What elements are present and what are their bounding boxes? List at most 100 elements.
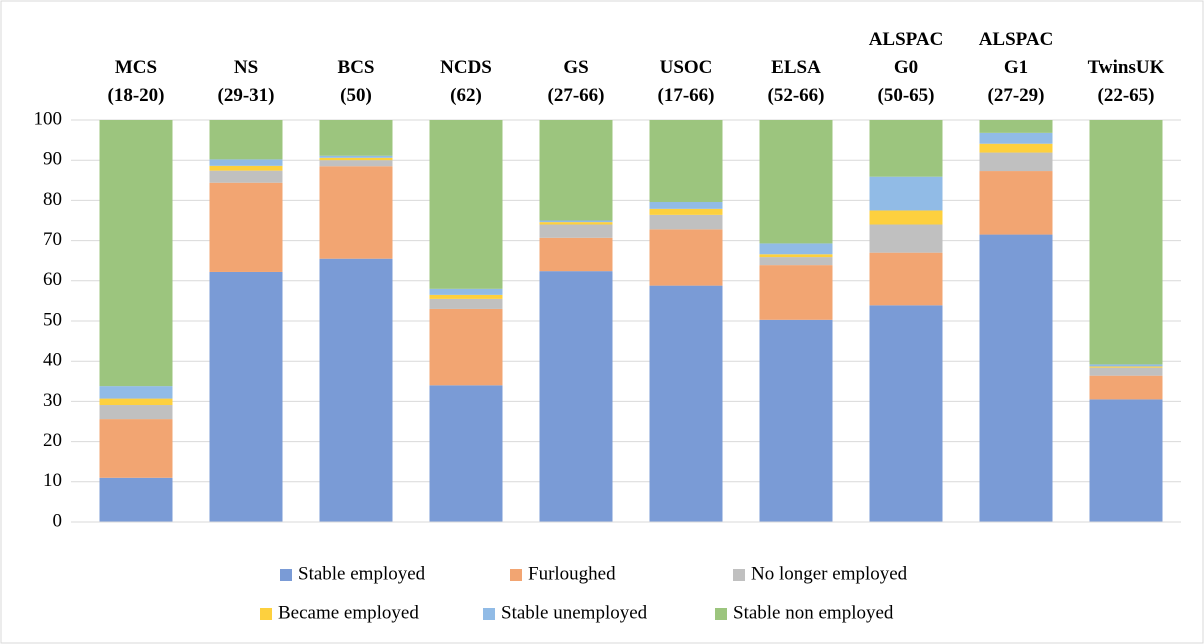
y-tick-label: 10 (43, 470, 62, 491)
bar-segment (1089, 375, 1163, 400)
bar-segment (539, 222, 613, 225)
bar-segment (539, 220, 613, 223)
bar-segment (539, 224, 613, 238)
x-tick-label-line: (52-66) (768, 85, 825, 106)
legend-label: Stable unemployed (501, 602, 648, 623)
legend-swatch (733, 569, 745, 581)
x-tick-label-line: ALSPAC (869, 29, 944, 50)
bar-segment (429, 385, 503, 522)
x-tick-label-line: (22-65) (1098, 85, 1155, 106)
bar-segment (99, 405, 173, 420)
bar-segment (429, 294, 503, 299)
legend-swatch (483, 608, 495, 620)
x-tick-label-line: (27-66) (548, 85, 605, 106)
x-tick-label-line: GS (563, 57, 588, 78)
bar-segment (649, 229, 723, 286)
x-tick-label: ELSA (52-66) (768, 57, 825, 106)
x-tick-label-line: NCDS (440, 57, 492, 78)
x-tick-label: NS (29-31) (218, 57, 275, 106)
x-tick-label: TwinsUK (22-65) (1088, 57, 1165, 106)
x-tick-label-line: TwinsUK (1088, 57, 1165, 78)
legend-swatch (260, 608, 272, 620)
x-tick-label-line: (50-65) (878, 85, 935, 106)
y-tick-label: 80 (43, 189, 62, 210)
bar-segment (539, 120, 613, 221)
x-tick-label-line: (29-31) (218, 85, 275, 106)
x-tick-label-line: MCS (115, 57, 157, 78)
x-tick-label-line: USOC (660, 57, 713, 78)
bar-segment (1089, 399, 1163, 522)
y-tick-label: 100 (34, 108, 63, 129)
bar-segment (429, 120, 503, 289)
bar-segment (319, 157, 393, 161)
bar-segment (649, 208, 723, 215)
bar-segment (539, 237, 613, 272)
bar-segment (319, 258, 393, 522)
bar-segment (979, 171, 1053, 235)
y-tick-label: 0 (53, 510, 63, 531)
bar-segment (209, 120, 283, 160)
legend-label: Became employed (278, 602, 419, 623)
bar-segment (869, 305, 943, 522)
bar-segment (99, 398, 173, 406)
y-tick-label: 60 (43, 269, 62, 290)
y-tick-label: 70 (43, 229, 62, 250)
x-tick-label-line: (50) (340, 85, 372, 106)
bar-segment (649, 202, 723, 209)
x-tick-label: GS (27-66) (548, 57, 605, 106)
bar-segment (759, 319, 833, 522)
y-tick-label: 90 (43, 149, 62, 170)
bar-segment (869, 120, 943, 177)
bar-segment (319, 155, 393, 158)
x-tick-label: ALSPAC G1 (27-29) (979, 29, 1054, 106)
x-tick-label-line: (62) (450, 85, 482, 106)
y-tick-label: 50 (43, 309, 62, 330)
bar-segment (1089, 364, 1163, 367)
legend-label: Furloughed (528, 563, 616, 584)
bar-segment (979, 152, 1053, 172)
bar-segment (759, 120, 833, 244)
y-tick-label: 20 (43, 430, 62, 451)
bar-segment (209, 165, 283, 171)
x-tick-label-line: (17-66) (658, 85, 715, 106)
bar-segment (319, 120, 393, 156)
bar-segment (759, 243, 833, 255)
bar-segment (429, 288, 503, 295)
bar-segment (1089, 367, 1163, 376)
bar-segment (869, 210, 943, 225)
legend-label: Stable employed (298, 563, 426, 584)
y-tick-label: 30 (43, 390, 62, 411)
bar-segment (979, 234, 1053, 522)
bar-segment (759, 257, 833, 266)
bar-segment (649, 214, 723, 230)
bar-segment (429, 298, 503, 309)
x-tick-label-line: ELSA (771, 57, 821, 78)
bar-segment (99, 477, 173, 522)
x-tick-label-line: BCS (338, 57, 375, 78)
x-tick-label-line: NS (234, 57, 258, 78)
bar-segment (869, 224, 943, 253)
bar-segment (539, 271, 613, 522)
bar-segment (979, 143, 1053, 153)
y-tick-label: 40 (43, 350, 62, 371)
bar-segment (1089, 366, 1163, 368)
bar-segment (99, 120, 173, 387)
bar-segment (99, 386, 173, 399)
bar-segment (209, 159, 283, 166)
bar-segment (209, 271, 283, 522)
bar-segment (319, 166, 393, 259)
bar-segment (319, 160, 393, 167)
bar-segment (209, 182, 283, 272)
bar-segment (869, 252, 943, 306)
bar-segment (1089, 120, 1163, 365)
bar-segment (759, 254, 833, 258)
legend-label: No longer employed (751, 563, 908, 584)
bar-segment (869, 176, 943, 211)
x-tick-label: BCS (50) (338, 57, 375, 106)
bar-segment (209, 170, 283, 183)
x-tick-label: NCDS (62) (440, 57, 492, 106)
legend-swatch (715, 608, 727, 620)
legend-swatch (510, 569, 522, 581)
legend-swatch (280, 569, 292, 581)
